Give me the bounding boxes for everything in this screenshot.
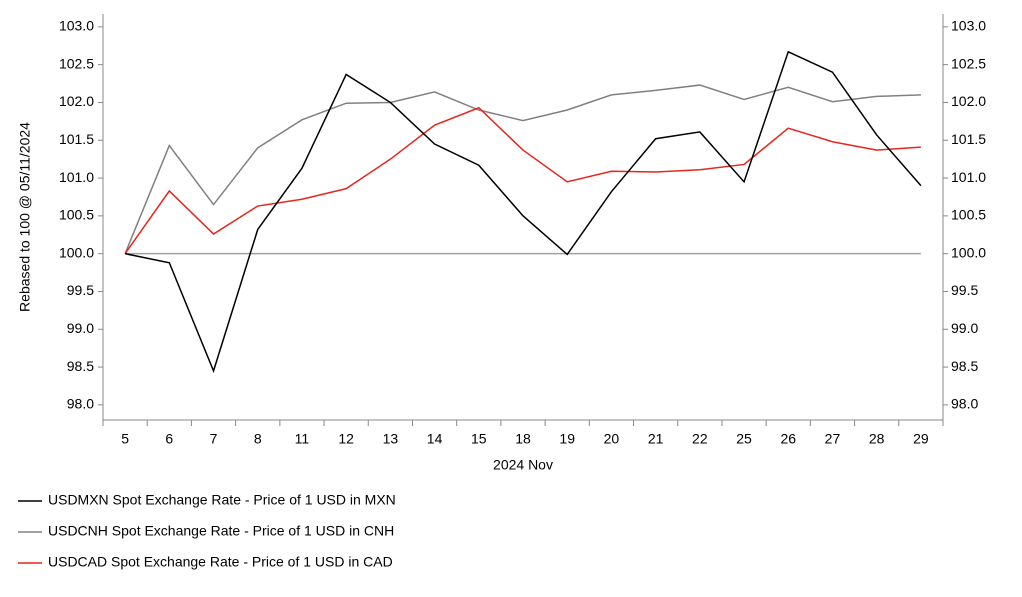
x-tick-label: 8 xyxy=(254,431,262,447)
x-tick-label: 27 xyxy=(825,431,841,447)
x-axis-label: 2024 Nov xyxy=(493,457,553,473)
x-tick-label: 19 xyxy=(559,431,575,447)
y-tick-label: 101.5 xyxy=(59,131,94,147)
y2-tick-label: 102.5 xyxy=(951,55,986,71)
x-tick-label: 6 xyxy=(165,431,173,447)
y-tick-label: 102.5 xyxy=(59,55,94,71)
x-tick-label: 21 xyxy=(648,431,664,447)
y2-tick-label: 98.0 xyxy=(951,396,978,412)
y2-tick-label: 101.5 xyxy=(951,131,986,147)
x-tick-label: 14 xyxy=(427,431,443,447)
x-tick-label: 26 xyxy=(780,431,796,447)
y-tick-label: 99.0 xyxy=(67,320,94,336)
x-tick-label: 25 xyxy=(736,431,752,447)
y2-tick-label: 98.5 xyxy=(951,358,978,374)
series-line xyxy=(124,50,922,374)
x-tick-label: 22 xyxy=(692,431,708,447)
y-tick-label: 98.5 xyxy=(67,358,94,374)
x-tick-label: 7 xyxy=(210,431,218,447)
x-tick-label: 28 xyxy=(869,431,885,447)
y2-tick-label: 100.5 xyxy=(951,207,986,223)
y2-tick-label: 101.0 xyxy=(951,169,986,185)
series-line xyxy=(124,84,921,254)
y2-tick-label: 100.0 xyxy=(951,244,986,260)
y-axis-label: Rebased to 100 @ 05/11/2024 xyxy=(17,122,33,312)
x-tick-label: 15 xyxy=(471,431,487,447)
series-line xyxy=(124,106,921,255)
x-tick-label: 5 xyxy=(121,431,129,447)
x-tick-label: 13 xyxy=(383,431,399,447)
x-tick-label: 18 xyxy=(515,431,531,447)
y2-tick-label: 103.0 xyxy=(951,18,986,34)
y-tick-label: 100.5 xyxy=(59,207,94,223)
y-tick-label: 103.0 xyxy=(59,18,94,34)
legend-label: USDCAD Spot Exchange Rate - Price of 1 U… xyxy=(48,554,393,570)
y-tick-label: 99.5 xyxy=(67,282,94,298)
x-tick-label: 12 xyxy=(338,431,354,447)
y2-tick-label: 102.0 xyxy=(951,93,986,109)
y2-tick-label: 99.5 xyxy=(951,282,978,298)
x-tick-label: 29 xyxy=(913,431,929,447)
x-tick-label: 20 xyxy=(604,431,620,447)
y2-tick-label: 99.0 xyxy=(951,320,978,336)
legend-label: USDMXN Spot Exchange Rate - Price of 1 U… xyxy=(48,492,396,508)
y-tick-label: 102.0 xyxy=(59,93,94,109)
x-tick-label: 11 xyxy=(295,431,310,447)
y-tick-label: 101.0 xyxy=(59,169,94,185)
y-tick-label: 100.0 xyxy=(59,244,94,260)
legend-label: USDCNH Spot Exchange Rate - Price of 1 U… xyxy=(48,523,394,539)
y-tick-label: 98.0 xyxy=(67,396,94,412)
